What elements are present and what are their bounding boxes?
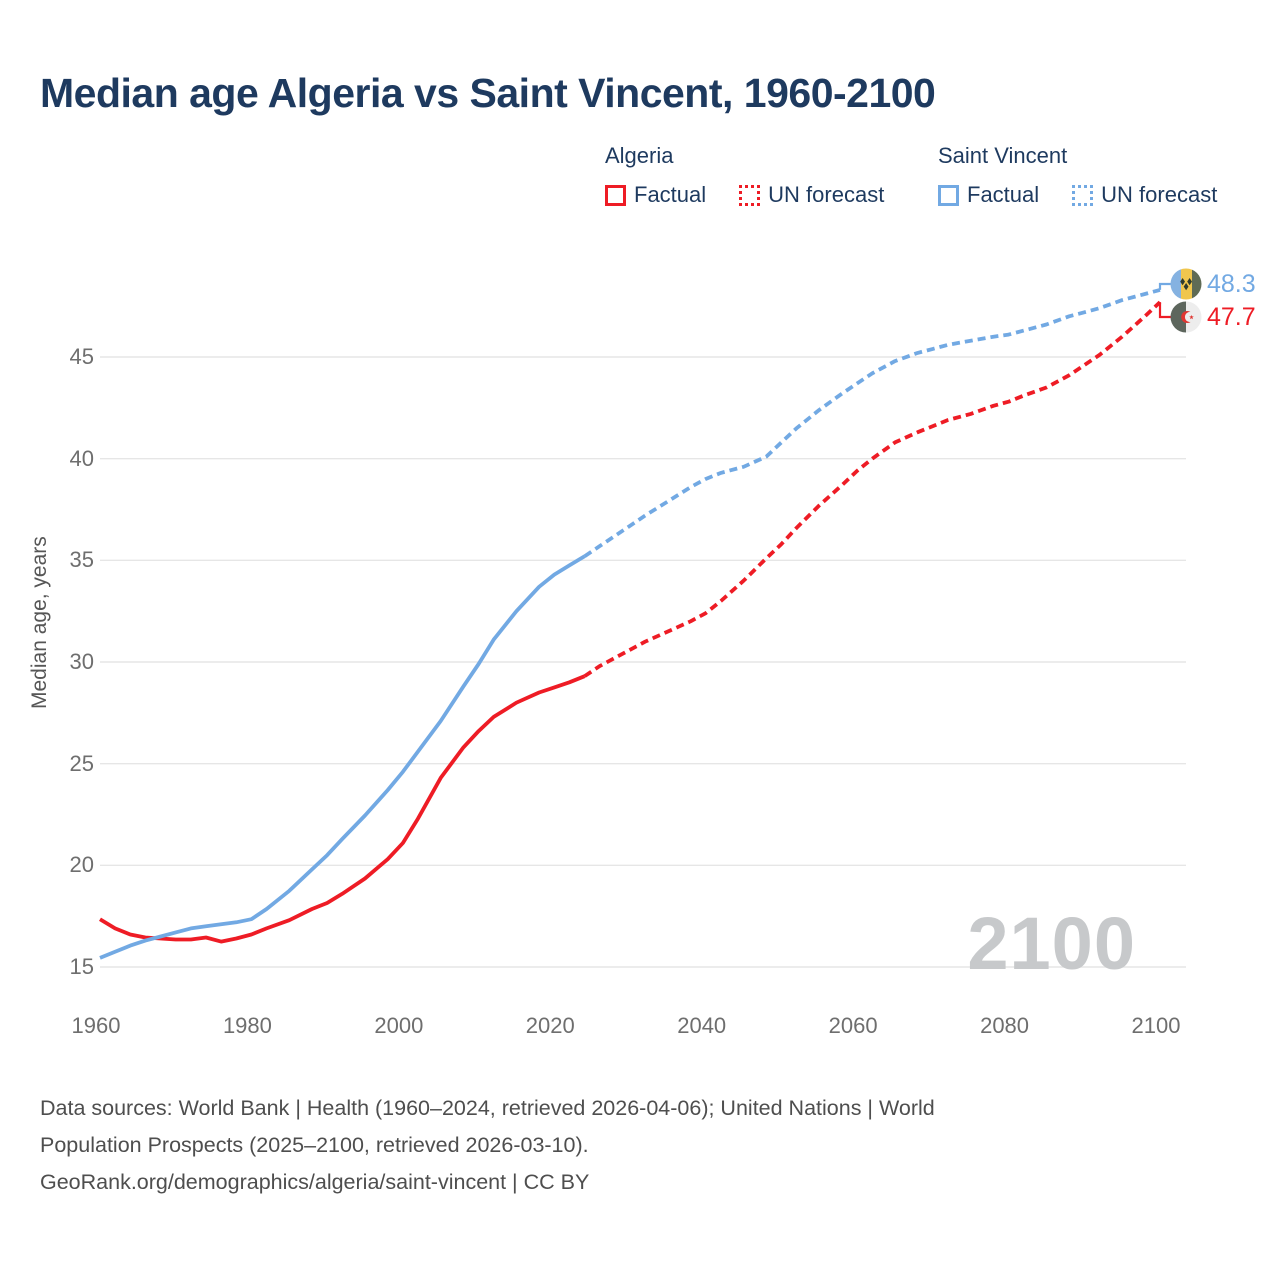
legend-item-label: UN forecast	[768, 182, 885, 207]
series-line-saint-vincent-factual	[99, 554, 586, 960]
end-label-saint-vincent: 48.3	[1170, 268, 1256, 300]
legend-group-algeria: Algeria Factual UN forecast	[605, 143, 884, 208]
x-tick-2080: 2080	[980, 1013, 1030, 1038]
legend-group-title: Algeria	[605, 143, 674, 168]
series-line-algeria-un-forecast	[583, 300, 1162, 678]
x-tick-2040: 2040	[677, 1013, 727, 1038]
end-value-saint-vincent: 48.3	[1207, 269, 1256, 298]
end-label-algeria: 47.7	[1170, 301, 1256, 333]
page-title: Median age Algeria vs Saint Vincent, 196…	[40, 70, 936, 116]
legend-swatch-solid-icon	[938, 184, 959, 206]
end-value-algeria: 47.7	[1207, 302, 1256, 331]
connector-saint-vincent	[1158, 282, 1171, 290]
legend-swatch-dotted-icon	[1072, 184, 1094, 206]
legend-item-algeria-forecast[interactable]: UN forecast	[739, 182, 884, 208]
saint-vincent-flag-icon	[1170, 268, 1202, 300]
legend-swatch-dotted-icon	[739, 184, 761, 206]
y-tick-20: 20	[69, 852, 94, 878]
legend-group-saint-vincent: Saint Vincent Factual UN forecast	[938, 143, 1217, 208]
series-line-saint-vincent-un-forecast	[583, 288, 1161, 558]
y-tick-30: 30	[69, 649, 94, 674]
y-tick-35: 35	[69, 547, 94, 573]
connector-algeria	[1158, 302, 1171, 319]
y-tick-25: 25	[69, 750, 94, 776]
watermark-year: 2100	[967, 902, 1136, 985]
legend-item-saint-vincent-forecast[interactable]: UN forecast	[1072, 182, 1217, 208]
y-axis-title: Median age, years	[28, 536, 51, 710]
x-tick-2000: 2000	[374, 1013, 424, 1038]
legend-item-algeria-factual[interactable]: Factual	[605, 182, 706, 208]
footer: Data sources: World Bank | Health (1960–…	[40, 1090, 935, 1201]
footer-sources-line1: Data sources: World Bank | Health (1960–…	[40, 1096, 935, 1120]
y-tick-15: 15	[69, 954, 94, 979]
legend-row: Factual UN forecast	[938, 182, 1217, 208]
legend-item-saint-vincent-factual[interactable]: Factual	[938, 182, 1039, 208]
legend-swatch-solid-icon	[605, 184, 626, 206]
footer-attribution: GeoRank.org/demographics/algeria/saint-v…	[40, 1170, 590, 1194]
legend-item-label: UN forecast	[1101, 182, 1218, 207]
legend-group-title: Saint Vincent	[938, 143, 1068, 168]
legend-item-label: Factual	[967, 182, 1040, 207]
x-tick-1960: 1960	[71, 1013, 121, 1038]
x-tick-2060: 2060	[828, 1013, 878, 1038]
x-tick-2100: 2100	[1131, 1013, 1181, 1038]
algeria-flag-icon	[1170, 301, 1202, 333]
footer-sources-line2: Population Prospects (2025–2100, retriev…	[40, 1133, 589, 1157]
x-tick-2020: 2020	[525, 1013, 575, 1038]
y-tick-40: 40	[69, 445, 94, 471]
legend-item-label: Factual	[634, 182, 707, 207]
series-line-algeria-factual	[99, 674, 586, 944]
legend-row: Factual UN forecast	[605, 182, 884, 208]
y-tick-45: 45	[69, 344, 94, 369]
x-tick-1980: 1980	[222, 1013, 272, 1038]
